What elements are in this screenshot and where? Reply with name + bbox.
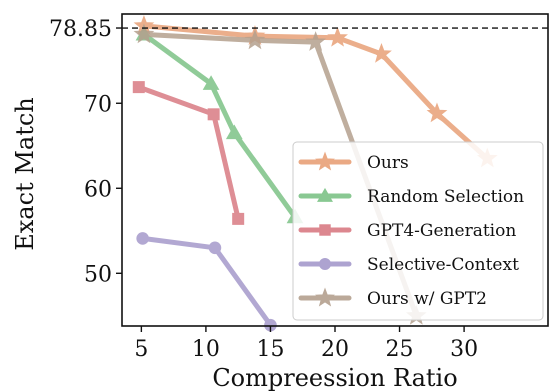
data-point [426,102,448,123]
series-selective-context [136,232,277,332]
legend-label: Random Selection [367,187,524,207]
x-tick-label: 15 [256,337,284,362]
data-point [133,23,155,44]
data-point [327,26,348,47]
data-point [225,124,243,140]
legend: Ours Random Selection GPT4-Generation Selec… [292,141,544,321]
reference-line-label: 78.85 [49,17,112,42]
series-line [140,235,273,328]
data-point [371,43,392,63]
data-point [232,212,245,225]
y-tick-label: 70 [84,92,112,117]
legend-label: Ours w/ GPT2 [367,289,487,309]
x-axis-label: Compreession Ratio [212,364,457,391]
series-line [141,31,298,220]
legend-item-gpt4-generation [298,224,352,236]
data-point [136,232,149,245]
x-tick-label: 25 [386,337,414,362]
data-point [244,29,266,50]
legend-item-ours [298,151,352,171]
x-tick-label: 10 [192,337,220,362]
y-tick-label: 50 [84,262,112,287]
legend-marker [319,224,331,236]
tick-layer: 5 10 15 20 25 30 50 60 70 [84,27,478,362]
legend-marker [317,187,333,202]
y-axis-label: Exact Match [11,97,39,251]
x-tick-label: 5 [134,337,148,362]
legend-label: Ours [367,153,409,173]
x-tick-label: 30 [450,337,478,362]
data-point [305,31,327,51]
series-random-selection [135,25,304,224]
y-tick-label: 60 [84,177,112,202]
series-gpt4-generation [132,81,245,225]
x-tick-label: 20 [321,337,349,362]
legend-item-random-selection [298,187,352,202]
legend-item-ours-w-gpt2 [298,287,352,307]
legend-marker [318,257,332,271]
data-point [208,241,222,255]
legend-label: Selective-Context [367,255,519,275]
data-point [207,108,220,121]
legend-box [292,141,544,321]
legend-marker [315,287,335,307]
data-point [202,75,220,90]
series-line [141,23,490,161]
legend-item-selective-context [298,257,352,271]
legend-label: GPT4-Generation [367,221,516,241]
data-point [132,81,145,94]
legend-marker [315,151,335,171]
